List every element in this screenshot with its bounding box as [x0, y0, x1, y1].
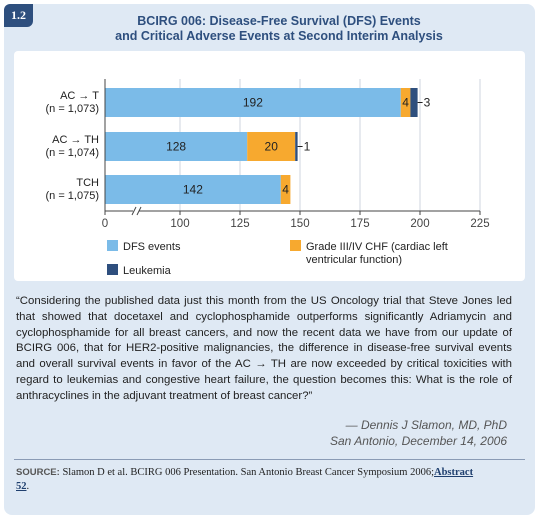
- x-tick-label: 200: [410, 218, 429, 230]
- x-tick-label: 150: [290, 218, 309, 230]
- data-label: 192: [243, 96, 263, 110]
- quote-attribution: — Dennis J Slamon, MD, PhD San Antonio, …: [330, 417, 507, 449]
- category-sublabel: (n = 1,073): [45, 103, 99, 115]
- bar-segment-1-0: [105, 132, 248, 161]
- abstract-link[interactable]: Abstract 52: [16, 467, 474, 492]
- figure-title: BCIRG 006: Disease-Free Survival (DFS) E…: [44, 14, 514, 44]
- legend-swatch: [290, 240, 301, 251]
- x-tick-label: 125: [230, 218, 249, 230]
- data-label: 4: [282, 183, 289, 197]
- x-tick-label: 175: [350, 218, 369, 230]
- bar-segment-2-1: [280, 175, 291, 204]
- legend-label: Leukemia: [123, 265, 172, 277]
- axis-break-mark: [136, 206, 142, 216]
- legend-label: Grade III/IV CHF (cardiac left: [306, 241, 448, 253]
- x-tick-label: 225: [470, 218, 489, 230]
- chart-panel: 192 4 3 AC → T (n = 1,073) 128 20 1 AC → TH (n = …: [14, 51, 525, 281]
- data-label: 142: [183, 183, 203, 197]
- quote-text: “Considering the published data just thi…: [16, 295, 512, 402]
- x-tick-label: 0: [102, 218, 108, 230]
- source-text: Slamon D et al. BCIRG 006 Presentation. …: [62, 467, 434, 478]
- bar-segment-2-0: [105, 175, 281, 204]
- data-label: 1: [304, 140, 311, 154]
- bar-segment-1-2: [295, 132, 298, 161]
- divider: [14, 459, 525, 460]
- data-label: 128: [166, 140, 186, 154]
- legend-label-cont: ventricular function): [306, 254, 402, 266]
- figure-title-line1: BCIRG 006: Disease-Free Survival (DFS) E…: [137, 14, 421, 28]
- legend-swatch: [107, 240, 118, 251]
- category-sublabel: (n = 1,074): [45, 147, 99, 159]
- source-trailing: .: [26, 481, 30, 492]
- quote-author: — Dennis J Slamon, MD, PhD: [345, 418, 507, 432]
- bar-segment-0-2: [410, 88, 418, 117]
- source-label: SOURCE:: [16, 467, 60, 478]
- legend-label: DFS events: [123, 241, 181, 253]
- axis-break-mark: [131, 206, 137, 216]
- bar-segment-0-0: [105, 88, 401, 117]
- x-tick-label: 100: [170, 218, 189, 230]
- data-label: 3: [424, 96, 431, 110]
- figure-title-line2: and Critical Adverse Events at Second In…: [115, 29, 443, 43]
- source-note: SOURCE: Slamon D et al. BCIRG 006 Presen…: [16, 466, 486, 494]
- figure-panel: 1.2 BCIRG 006: Disease-Free Survival (DF…: [4, 4, 535, 515]
- figure-number-badge: 1.2: [4, 4, 33, 27]
- quote-place-date: San Antonio, December 14, 2006: [329, 434, 507, 448]
- category-sublabel: (n = 1,075): [45, 190, 99, 202]
- category-label: AC → T: [60, 90, 99, 102]
- axis-break-gap: [133, 207, 139, 215]
- data-label: 4: [402, 96, 409, 110]
- bar-segment-0-1: [400, 88, 411, 117]
- category-label: TCH: [76, 177, 99, 189]
- stacked-bar-chart: 192 4 3AC → T(n = 1,073)128 20 1AC → TH(n = …: [45, 79, 490, 277]
- bar-segment-1-1: [247, 132, 296, 161]
- legend-swatch: [107, 264, 118, 275]
- category-label: AC → TH: [52, 134, 99, 146]
- data-label: 20: [265, 140, 279, 154]
